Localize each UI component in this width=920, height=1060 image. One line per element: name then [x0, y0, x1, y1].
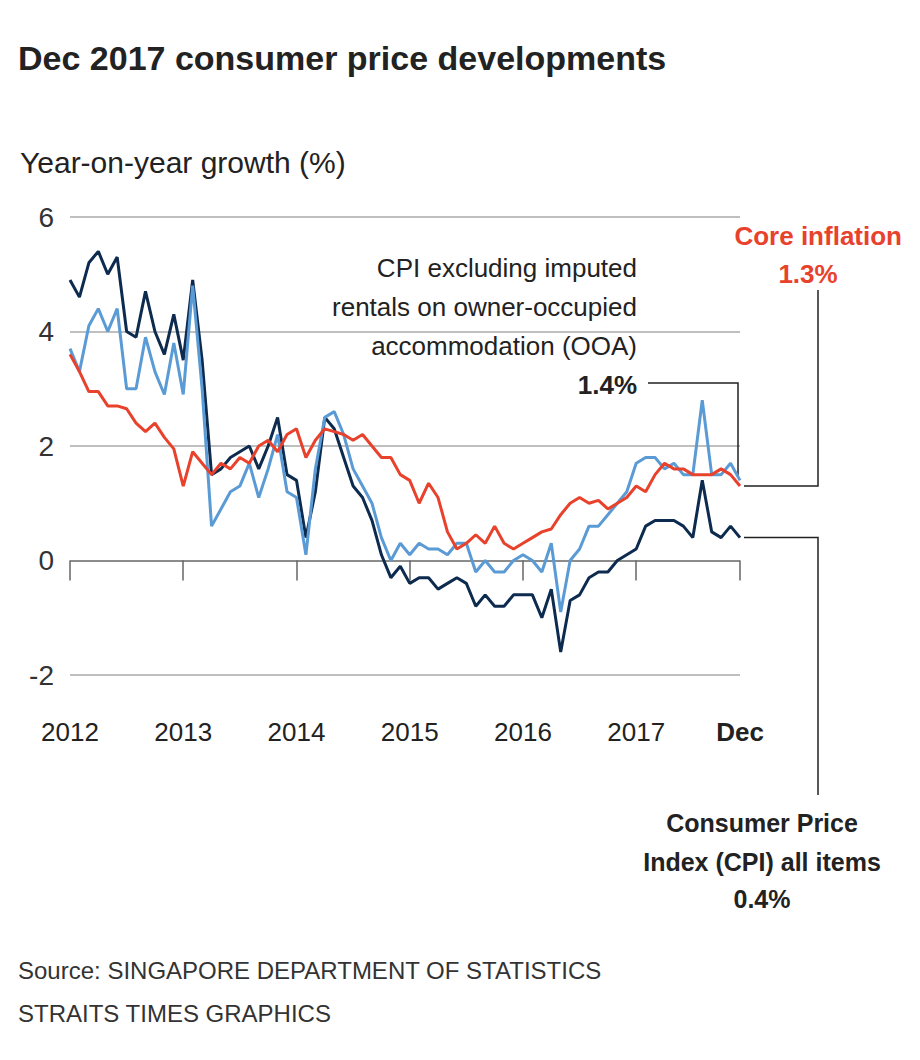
svg-text:Dec: Dec — [716, 717, 764, 747]
svg-text:1.4%: 1.4% — [578, 370, 637, 400]
svg-text:2: 2 — [38, 431, 54, 462]
svg-text:STRAITS TIMES GRAPHICS: STRAITS TIMES GRAPHICS — [18, 1000, 331, 1027]
svg-text:Index (CPI) all items: Index (CPI) all items — [643, 848, 881, 876]
svg-text:6: 6 — [38, 202, 54, 233]
svg-text:1.3%: 1.3% — [778, 259, 837, 289]
svg-text:2013: 2013 — [154, 717, 212, 747]
svg-text:2012: 2012 — [41, 717, 99, 747]
svg-text:rentals on owner-occupied: rentals on owner-occupied — [332, 292, 637, 322]
svg-text:accommodation (OOA): accommodation (OOA) — [371, 331, 637, 361]
svg-text:Source: SINGAPORE DEPARTMENT O: Source: SINGAPORE DEPARTMENT OF STATISTI… — [18, 957, 601, 984]
svg-text:2015: 2015 — [381, 717, 439, 747]
svg-text:-2: -2 — [29, 660, 54, 691]
svg-text:4: 4 — [38, 316, 54, 347]
svg-text:2017: 2017 — [607, 717, 665, 747]
svg-text:Year-on-year growth (%): Year-on-year growth (%) — [20, 146, 346, 179]
svg-text:2016: 2016 — [494, 717, 552, 747]
svg-text:Dec 2017 consumer price develo: Dec 2017 consumer price developments — [18, 39, 666, 77]
svg-text:CPI excluding imputed: CPI excluding imputed — [377, 253, 637, 283]
svg-text:Core inflation: Core inflation — [734, 221, 902, 251]
svg-text:0.4%: 0.4% — [734, 885, 791, 913]
svg-text:Consumer Price: Consumer Price — [666, 809, 858, 837]
svg-text:2014: 2014 — [268, 717, 326, 747]
svg-text:0: 0 — [38, 545, 54, 576]
